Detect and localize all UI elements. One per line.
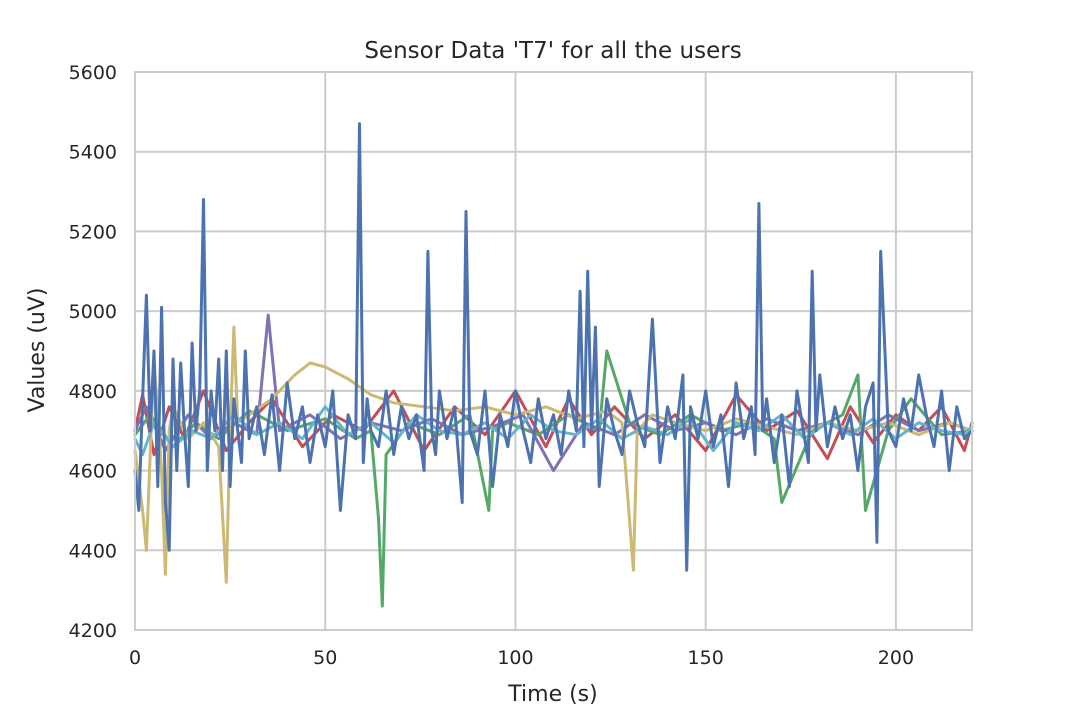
chart-title: Sensor Data 'T7' for all the users (364, 38, 741, 64)
series-3 (133, 313, 974, 473)
y-tick-label: 4800 (69, 381, 117, 403)
series-6 (133, 122, 974, 572)
y-tick-label: 5200 (69, 221, 117, 243)
grid-lines (134, 71, 972, 631)
series-line-6 (133, 122, 974, 572)
x-tick-label: 200 (878, 647, 914, 669)
x-axis-label: Time (s) (507, 682, 597, 707)
y-tick-label: 4200 (69, 620, 117, 642)
x-tick-label: 0 (129, 647, 141, 669)
series-line-3 (133, 313, 974, 473)
series-lines (133, 122, 974, 608)
series-line-4 (133, 325, 974, 584)
y-tick-label: 4600 (69, 461, 117, 483)
x-tick-label: 150 (688, 647, 724, 669)
y-tick-label: 4400 (69, 540, 117, 562)
x-tick-label: 100 (497, 647, 533, 669)
y-tick-label: 5000 (69, 301, 117, 323)
series-4 (133, 325, 974, 584)
y-tick-label: 5600 (69, 62, 117, 84)
y-axis-label: Values (uV) (25, 287, 50, 412)
plot-frame (134, 71, 973, 631)
x-tick-label: 50 (313, 647, 337, 669)
tick-labels: 0 50 100 150 200 4200 4400 4600 4800 5000 5200 5400… (69, 62, 914, 669)
y-tick-label: 5400 (69, 142, 117, 164)
